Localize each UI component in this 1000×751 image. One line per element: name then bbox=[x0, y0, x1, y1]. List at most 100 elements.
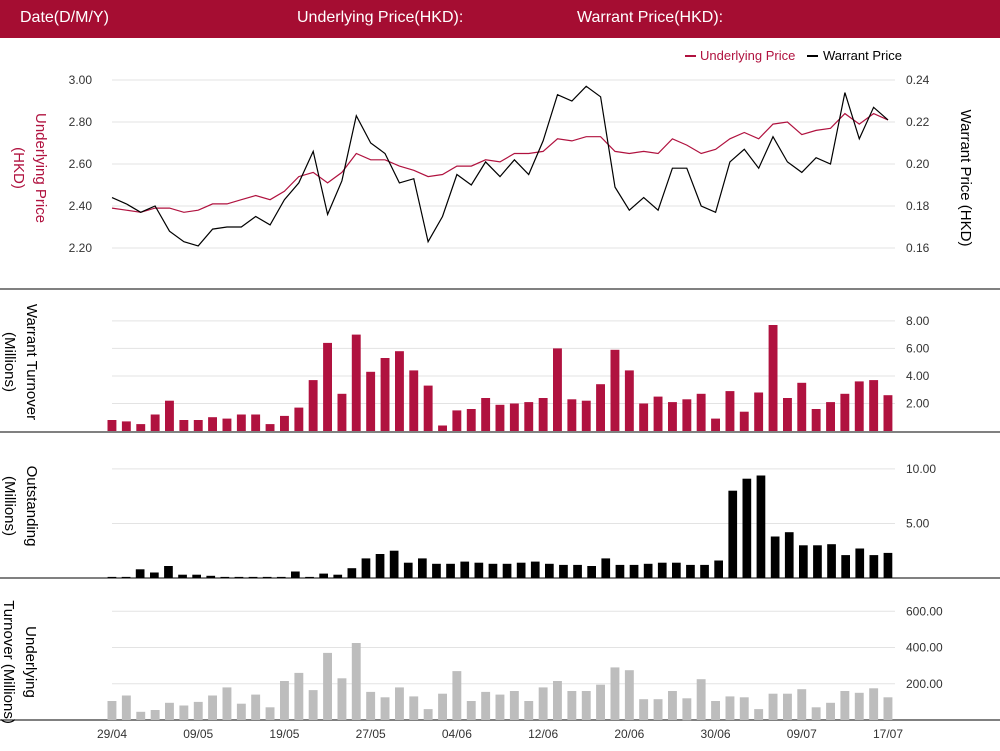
warrant-turnover-bar bbox=[366, 371, 376, 431]
x-axis-tick: 30/06 bbox=[701, 727, 731, 741]
outstanding-bar bbox=[234, 576, 244, 578]
x-axis-tick: 09/05 bbox=[183, 727, 213, 741]
underlying-turnover-bar bbox=[581, 691, 591, 720]
warrant-turnover-bar bbox=[251, 414, 261, 431]
warrant-turnover-bar bbox=[193, 420, 203, 431]
outstanding-bar bbox=[488, 563, 498, 578]
warrant-turnover-bar bbox=[236, 414, 246, 431]
underlying-axis-tick: 2.80 bbox=[69, 115, 93, 129]
warrant-turnover-bar bbox=[783, 398, 792, 431]
x-axis-tick: 27/05 bbox=[356, 727, 386, 741]
underlying-turnover-bar bbox=[423, 709, 433, 720]
underlying-turnover-bar bbox=[610, 667, 620, 720]
underlying-axis-label-unit: (HKD) bbox=[10, 147, 27, 189]
underlying-turnover-bar bbox=[481, 691, 491, 720]
underlying-turnover-bar bbox=[653, 699, 663, 720]
outstanding-bar bbox=[220, 576, 230, 578]
outstanding-bar bbox=[432, 563, 441, 578]
underlying-turnover-bar bbox=[366, 691, 376, 720]
underlying-turnover-bar bbox=[294, 672, 304, 720]
warrant-turnover-bar bbox=[165, 400, 174, 431]
warrant-turnover-bar bbox=[409, 370, 419, 431]
outstanding-bar bbox=[573, 564, 582, 578]
warrant-axis-tick: 0.18 bbox=[906, 199, 930, 213]
warrant-turnover-bar bbox=[466, 409, 476, 431]
legend-underlying-label: Underlying Price bbox=[700, 48, 795, 63]
warrant-turnover-bar bbox=[179, 420, 189, 431]
underlying-turnover-bar bbox=[668, 691, 677, 720]
underlying-turnover-bar bbox=[193, 701, 203, 720]
legend-warrant-label: Warrant Price bbox=[823, 48, 902, 63]
underlying-turnover-bar bbox=[711, 701, 720, 720]
warrant-turnover-bar bbox=[294, 407, 304, 431]
outstanding-bar bbox=[418, 558, 427, 578]
outstanding-bar bbox=[248, 576, 258, 578]
warrant-axis-tick: 0.24 bbox=[906, 73, 930, 87]
warrant-turnover-bar bbox=[509, 403, 519, 431]
warrant-turnover-bar bbox=[208, 417, 217, 431]
outstanding-axis-label-unit: (Millions) bbox=[1, 476, 18, 536]
underlying-turnover-axis-label-unit: Turnover (Millions) bbox=[0, 600, 17, 724]
outstanding-bar bbox=[121, 576, 131, 578]
warrant-turnover-axis-label-unit: (Millions) bbox=[1, 332, 18, 392]
outstanding-bar bbox=[784, 532, 794, 578]
outstanding-bar bbox=[615, 564, 625, 578]
outstanding-bar bbox=[446, 563, 455, 578]
header-bar: Date(D/M/Y) Underlying Price(HKD): Warra… bbox=[0, 0, 1000, 38]
outstanding-bar bbox=[474, 562, 484, 578]
warrant-axis-tick: 0.22 bbox=[906, 115, 930, 129]
warrant-axis-label: Warrant Price (HKD) bbox=[957, 110, 974, 247]
warrant-turnover-bar bbox=[754, 392, 764, 431]
warrant-turnover-bar bbox=[725, 391, 735, 431]
underlying-turnover-bar bbox=[179, 705, 189, 720]
outstanding-bar bbox=[799, 545, 808, 578]
underlying-turnover-bar bbox=[150, 710, 160, 720]
warrant-turnover-bar bbox=[711, 418, 720, 431]
outstanding-bar bbox=[375, 554, 385, 578]
outstanding-bar bbox=[756, 475, 766, 578]
warrant-price-line bbox=[111, 85, 889, 247]
outstanding-bar bbox=[178, 574, 187, 578]
warrant-axis-tick: 0.20 bbox=[906, 157, 930, 171]
underlying-turnover-bar bbox=[538, 687, 548, 720]
warrant-turnover-axis-tick: 4.00 bbox=[906, 369, 930, 383]
underlying-turnover-bar bbox=[165, 702, 174, 720]
underlying-turnover-bar bbox=[869, 688, 879, 720]
warrant-turnover-bar bbox=[136, 424, 146, 431]
underlying-turnover-bar bbox=[754, 709, 764, 720]
outstanding-bar bbox=[883, 552, 893, 578]
underlying-turnover-bar bbox=[265, 707, 275, 720]
outstanding-bar bbox=[150, 572, 159, 578]
outstanding-bar bbox=[657, 562, 667, 578]
outstanding-bar bbox=[333, 574, 343, 578]
underlying-turnover-bar bbox=[854, 692, 864, 720]
warrant-turnover-bar bbox=[495, 404, 505, 431]
outstanding-bar bbox=[827, 544, 836, 578]
warrant-turnover-bar bbox=[854, 381, 864, 431]
warrant-turnover-bar bbox=[121, 421, 131, 431]
underlying-turnover-bar bbox=[280, 681, 289, 720]
underlying-price-label: Underlying Price(HKD): bbox=[297, 9, 464, 26]
x-axis-tick: 17/07 bbox=[873, 727, 903, 741]
underlying-turnover-bar bbox=[696, 679, 706, 720]
outstanding-bar bbox=[135, 569, 145, 578]
outstanding-bar bbox=[107, 576, 117, 578]
warrant-turnover-bar bbox=[380, 358, 390, 431]
warrant-price-label: Warrant Price(HKD): bbox=[577, 9, 724, 26]
outstanding-bar bbox=[530, 561, 540, 578]
underlying-axis-tick: 3.00 bbox=[69, 73, 93, 87]
underlying-turnover-bar bbox=[883, 697, 893, 720]
outstanding-bar bbox=[502, 563, 512, 578]
warrant-turnover-bar bbox=[883, 395, 893, 431]
outstanding-bar bbox=[319, 573, 328, 578]
underlying-turnover-bar bbox=[380, 697, 390, 720]
underlying-turnover-bar bbox=[624, 670, 634, 720]
warrant-turnover-bar bbox=[524, 402, 534, 431]
underlying-turnover-bar bbox=[826, 702, 835, 720]
outstanding-bar bbox=[742, 478, 752, 578]
underlying-turnover-bar bbox=[308, 690, 318, 720]
underlying-turnover-axis-tick: 200.00 bbox=[906, 677, 943, 691]
outstanding-bar bbox=[347, 568, 357, 578]
underlying-turnover-bar bbox=[438, 693, 447, 720]
